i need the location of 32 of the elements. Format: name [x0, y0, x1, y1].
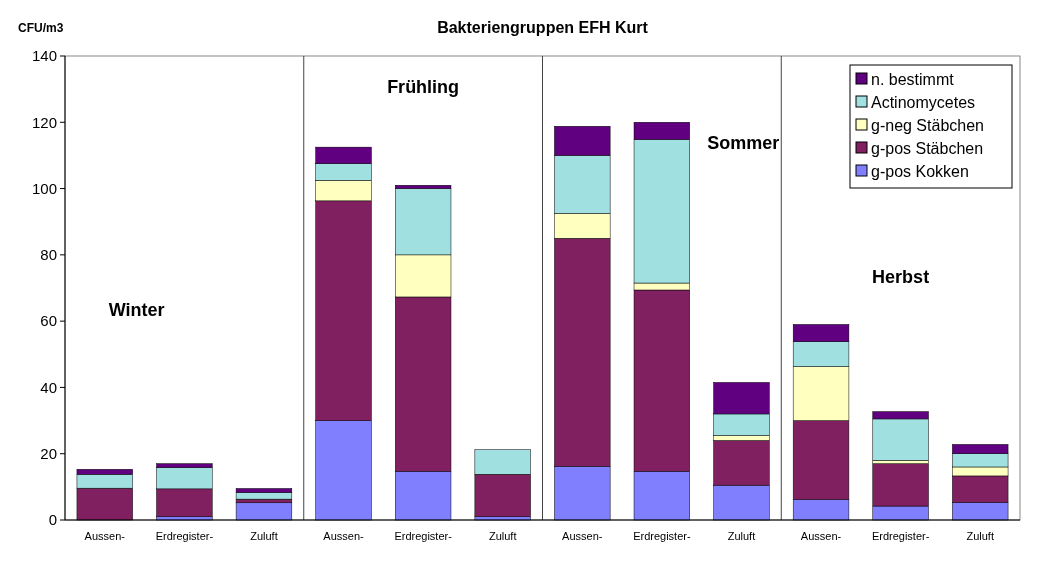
x-tick-label: Aussen- [323, 530, 365, 542]
legend-label: g-pos Stäbchen [871, 139, 984, 157]
x-tick-label: Zuluft [966, 530, 994, 542]
y-tick-label: 100 [31, 179, 57, 197]
x-tick-label: Aussen- [800, 530, 842, 542]
chart-title: Bakteriengruppen EFH Kurt [437, 19, 649, 36]
bar [235, 492, 293, 500]
y-tick-label: 120 [31, 113, 57, 131]
annotation: Sommer [707, 132, 780, 153]
legend-label: n. bestimmt [871, 70, 955, 88]
annotation: Herbst [872, 267, 930, 288]
legend-label: g-neg Stäbchen [871, 116, 984, 134]
x-tick-label: Zuluft [488, 530, 517, 542]
legend-label: g-pos Kokken [871, 162, 969, 180]
y-tick-label: 40 [40, 378, 57, 396]
x-tick-label: Zuluft [727, 530, 756, 542]
y-tick-label: 140 [31, 47, 57, 65]
y-tick-label: 0 [48, 511, 57, 529]
x-tick-label: Erdregister- [633, 530, 691, 542]
y-tick-label: 20 [40, 444, 57, 462]
y-tick-label: 80 [40, 246, 57, 264]
x-tick-label: Erdregister- [394, 530, 453, 542]
x-tick-label: Aussen- [84, 530, 126, 542]
x-tick-label: Aussen- [562, 530, 603, 542]
legend-label: Actinomycetes [871, 93, 976, 111]
x-tick-label: Erdregister- [871, 530, 930, 542]
y-axis-title: CFU/m3 [18, 21, 64, 35]
y-tick-label: 60 [40, 312, 57, 330]
annotation: Frühling [387, 77, 460, 98]
x-tick-label: Erdregister- [155, 530, 214, 542]
annotation: Winter [108, 299, 165, 320]
x-tick-label: Zuluft [250, 530, 278, 542]
